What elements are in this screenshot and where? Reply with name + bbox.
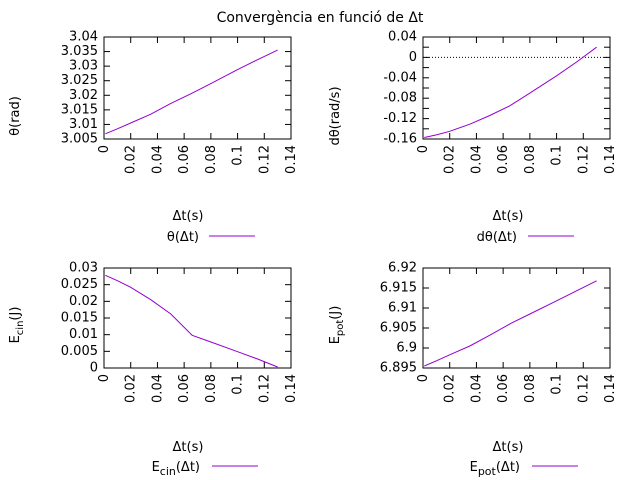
x-tick-label: 0.04 [150,145,165,174]
legend-label: Epot(Δt) [470,460,520,478]
x-tick-label: 0.14 [603,145,618,174]
x-tick-label: 0.12 [257,145,272,174]
x-tick-label: 0.1 [550,374,565,395]
y-tick-label: 0.005 [61,344,98,359]
y-tick-label: 3.025 [61,73,98,88]
y-tick-label: 6.91 [388,301,417,316]
x-tick-label: 0.04 [469,145,484,174]
chart-panel-4: 6.895 6.9 6.905 6.91 6.915 6.92 0 0.02 0.04 0.06 0… [328,261,618,479]
x-axis-label: Δt(s) [493,440,524,455]
y-tick-label: 3.005 [61,132,98,147]
x-axis-label: Δt(s) [173,440,204,455]
x-tick-label: 0.1 [550,145,565,166]
x-tick-label: 0.14 [603,374,618,403]
y-tick-label: -0.16 [383,132,417,147]
plot-frame [103,267,292,369]
y-tick-label: 0.01 [69,327,98,342]
x-tick-label: 0.02 [124,145,139,174]
y-tick-label: -0.08 [383,91,417,106]
x-tick-label: 0 [416,374,431,382]
x-tick-label: 0 [97,374,112,382]
y-tick-label: 3.04 [69,30,98,45]
x-tick-label: 0.06 [496,145,511,174]
y-tick-label: -0.12 [383,111,417,126]
y-tick-label: 3.015 [61,102,98,117]
y-tick-label: 0.025 [61,277,98,292]
x-tick-label: 0.02 [443,145,458,174]
figure-title: Convergència en funció de Δt [217,10,424,26]
x-tick-label: 0.08 [523,145,538,174]
x-tick-label: 0.12 [257,374,272,403]
x-tick-label: 0.08 [204,374,219,403]
series-line [424,280,597,367]
y-tick-label: 3.01 [69,117,98,132]
x-tick-label: 0 [416,145,431,153]
y-axis-label: Ecin(J) [8,307,26,344]
y-tick-label: 0 [409,50,417,65]
y-tick-label: 3.02 [69,88,98,103]
x-tick-label: 0.08 [204,145,219,174]
y-axis-label: θ(rad) [8,96,23,136]
x-axis-label: Δt(s) [173,209,204,224]
legend-label: θ(Δt) [167,230,199,245]
x-tick-label: 0.02 [124,374,139,403]
x-tick-label: 0.08 [523,374,538,403]
x-tick-label: 0.1 [231,145,246,166]
y-tick-label: 0.02 [69,294,98,309]
y-tick-label: -0.04 [383,70,417,85]
series-line [424,46,597,138]
plot-frame [103,36,292,140]
y-tick-label: 0.04 [388,30,417,45]
y-tick-label: 6.915 [380,281,417,296]
y-tick-label: 6.9 [396,341,417,356]
y-axis-label: Epot(J) [328,306,346,345]
x-tick-label: 0.04 [150,374,165,403]
x-tick-label: 0.04 [469,374,484,403]
y-tick-label: 0.015 [61,311,98,326]
y-tick-label: 3.03 [69,59,98,74]
x-tick-label: 0.06 [177,374,192,403]
y-tick-label: 6.895 [380,361,417,376]
y-tick-label: 3.035 [61,44,98,59]
plot-frame [422,36,611,140]
x-tick-label: 0.06 [496,374,511,403]
series-line [105,274,278,368]
x-tick-label: 0.14 [284,145,299,174]
y-tick-label: 0.03 [69,261,98,276]
y-tick-label: 6.905 [380,321,417,336]
x-tick-label: 0 [97,145,112,153]
x-tick-label: 0.12 [576,145,591,174]
legend-label: dθ(Δt) [477,230,517,245]
y-tick-label: 0 [90,361,98,376]
series-line [105,49,278,135]
y-tick-label: 6.92 [388,261,417,276]
x-tick-label: 0.12 [576,374,591,403]
legend-label: Ecin(Δt) [152,460,200,478]
x-tick-label: 0.06 [177,145,192,174]
x-tick-label: 0.14 [284,374,299,403]
y-axis-label: dθ(rad/s) [328,86,343,145]
chart-panel-2: -0.16 -0.12 -0.08 -0.04 0 0.04 0 0.02 0.04 0.06 0.… [328,30,618,246]
x-tick-label: 0.1 [231,374,246,395]
x-axis-label: Δt(s) [493,209,524,224]
plot-frame [422,267,611,369]
x-tick-label: 0.02 [443,374,458,403]
